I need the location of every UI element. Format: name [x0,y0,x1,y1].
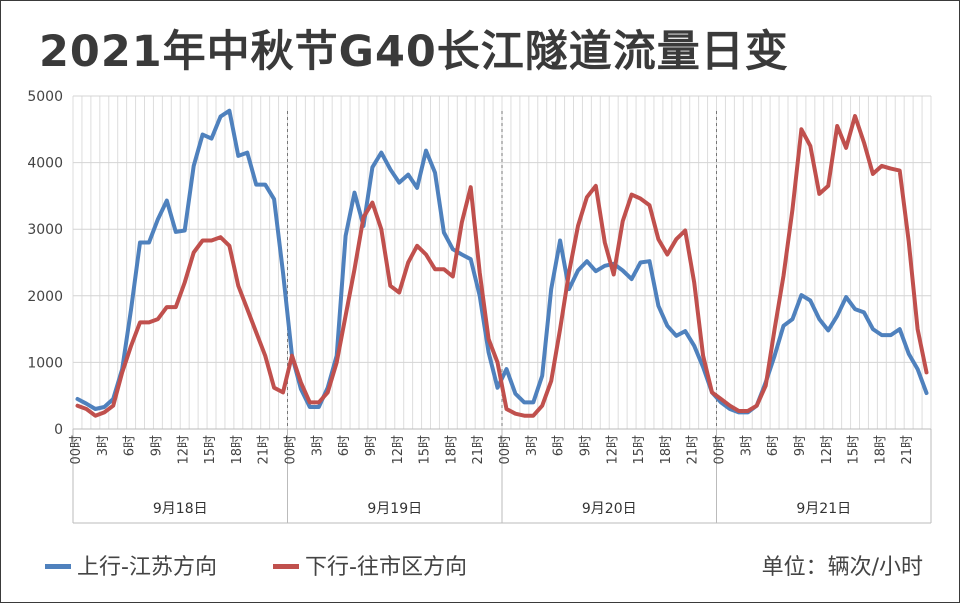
series-line-2 [75,114,929,418]
x-hour-tick-label: 3时 [739,435,754,456]
y-tick-label: 0 [54,422,63,438]
legend-swatch-series-2 [273,563,299,569]
legend-swatch-series-1 [45,563,71,569]
x-hour-tick-label: 9时 [793,435,808,456]
y-tick-label: 1000 [27,355,63,371]
x-hour-tick-label: 21时 [471,435,486,465]
y-tick-label: 3000 [27,222,63,238]
x-hour-tick-label: 15时 [418,435,433,465]
x-hour-tick-label: 18时 [873,435,888,465]
x-hour-tick-label: 12时 [605,435,620,465]
x-hour-tick-label: 15时 [203,435,218,465]
x-hour-tick-label: 18时 [659,435,674,465]
x-hour-tick-label: 12时 [820,435,835,465]
x-hour-tick-label: 6时 [552,435,567,456]
x-hour-tick-label: 6时 [123,435,138,456]
x-hour-tick-label: 18时 [444,435,459,465]
x-hour-tick-label: 6时 [337,435,352,456]
y-tick-label: 2000 [27,289,63,305]
vertical-gridlines [72,96,932,429]
legend-label-series-1: 上行-江苏方向 [77,555,217,580]
x-hour-tick-label: 6时 [766,435,781,456]
x-hour-tick-label: 21时 [257,435,272,465]
x-day-label: 9月20日 [582,501,637,517]
x-hour-tick-label: 00时 [713,435,728,465]
x-hour-tick-label: 3时 [310,435,325,456]
x-hour-tick-label: 21时 [686,435,701,465]
x-hour-tick-label: 00时 [498,435,513,465]
x-hour-tick-label: 00时 [284,435,299,465]
x-day-label: 9月18日 [153,501,208,517]
x-hour-tick-label: 21时 [900,435,915,465]
x-hour-tick-label: 15时 [847,435,862,465]
x-hour-tick-label: 9时 [578,435,593,456]
x-hour-tick-label: 9时 [149,435,164,456]
legend-item-series-2[interactable]: 下行-往市区方向 [273,549,467,581]
x-day-label: 9月21日 [796,501,851,517]
y-tick-label: 4000 [27,156,63,172]
x-hour-tick-label: 9时 [364,435,379,456]
unit-label: 单位：辆次/小时 [761,555,923,580]
x-hour-tick-label: 12时 [391,435,406,465]
legend-label-series-2: 下行-往市区方向 [305,555,467,580]
x-day-label: 9月19日 [367,501,422,517]
x-hour-tick-label: 15时 [632,435,647,465]
y-tick-label: 5000 [27,89,63,105]
page-title: 2021年中秋节G40长江隧道流量日变 [39,27,789,77]
x-hour-tick-label: 00时 [69,435,84,465]
x-hour-tick-label: 18时 [230,435,245,465]
x-hour-tick-label: 12时 [176,435,191,465]
x-hour-tick-label: 3时 [96,435,111,456]
legend-item-series-1[interactable]: 上行-江苏方向 [45,549,217,581]
x-hour-tick-label: 3时 [525,435,540,456]
